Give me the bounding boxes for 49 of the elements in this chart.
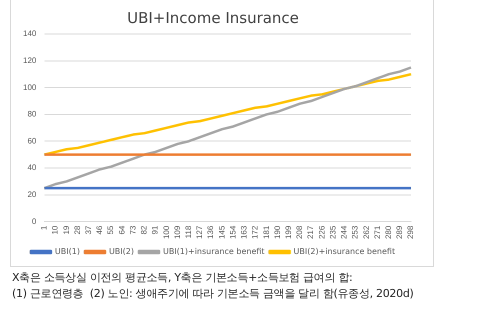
x-tick-label: 181 (262, 225, 271, 240)
x-tick-label: 37 (84, 225, 93, 235)
legend-label: UBI(1) (54, 247, 80, 256)
x-tick-label: 118 (184, 225, 193, 238)
x-tick-label: 190 (272, 225, 282, 240)
x-tick-label: 145 (217, 225, 226, 240)
x-tick-label: 46 (95, 225, 104, 235)
x-tick-label: 289 (395, 225, 404, 240)
text: X축은 소득상실 이전의 평균소득, Y축은 기본소득+소득보험 급여의 합: (12, 270, 354, 286)
x-tick-label: 100 (162, 225, 171, 240)
x-tick-label: 154 (228, 225, 238, 240)
x-tick-label: 271 (372, 225, 382, 240)
x-tick-label: 10 (50, 225, 60, 235)
x-tick-label: 163 (240, 225, 249, 240)
x-tick-label: 217 (306, 225, 316, 240)
x-tick-label: 73 (128, 225, 138, 235)
x-tick-label: 298 (406, 225, 416, 240)
x-tick-label: 226 (317, 225, 326, 240)
x-tick-label: 28 (72, 225, 82, 235)
y-tick-label: 80 (27, 110, 37, 119)
x-tick-label: 109 (172, 225, 182, 240)
y-tick-label: 60 (27, 136, 37, 146)
y-tick-label: 120 (22, 56, 37, 66)
x-tick-label: 235 (328, 225, 338, 240)
chart-title: UBI+Income Insurance (127, 8, 299, 27)
x-tick-label: 91 (150, 225, 160, 235)
y-tick-label: 20 (27, 190, 37, 200)
y-tick-label: 0 (32, 216, 37, 226)
y-tick-label: 40 (27, 163, 37, 172)
x-tick-label: 1 (40, 225, 49, 230)
x-tick-label: 199 (284, 225, 293, 240)
x-tick-label: 208 (295, 225, 304, 240)
legend-label: UBI(2) (108, 247, 134, 256)
y-tick-label: 140 (22, 29, 37, 38)
x-tick-label: 136 (206, 225, 216, 240)
text: (1) 근로연령층 (2) 노인: 생애주기에 따라 기본소득 금액을 달리 함(유종성, 2020d) (12, 286, 414, 302)
y-tick-label: 100 (22, 82, 37, 92)
legend-label: UBI(2)+insurance benefit (294, 247, 396, 256)
x-tick-label: 172 (250, 225, 260, 240)
x-tick-label: 280 (384, 225, 393, 240)
x-tick-label: 19 (62, 225, 71, 235)
x-tick-label: 244 (340, 225, 349, 240)
x-tick-label: 64 (117, 225, 126, 235)
x-tick-label: 253 (350, 225, 360, 240)
x-tick-label: 82 (140, 225, 149, 235)
x-tick-label: 55 (106, 225, 116, 235)
legend-label: UBI(1)+insurance benefit (162, 247, 265, 256)
x-tick-label: 127 (195, 225, 204, 240)
x-tick-label: 262 (362, 225, 371, 240)
